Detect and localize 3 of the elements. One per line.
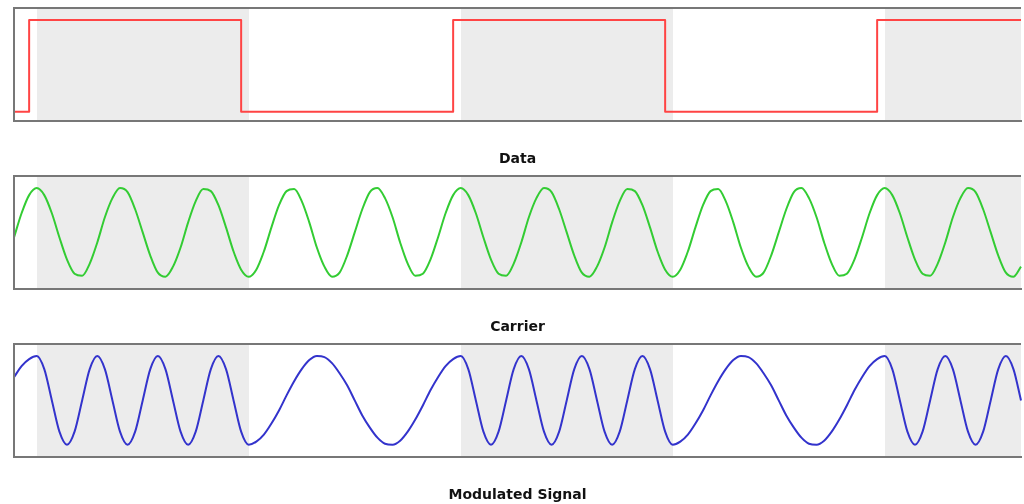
x-axis-title: Carrier	[490, 318, 545, 335]
x-axis-title: Modulated Signal	[448, 486, 587, 503]
x-axis-title: Data	[498, 150, 537, 167]
